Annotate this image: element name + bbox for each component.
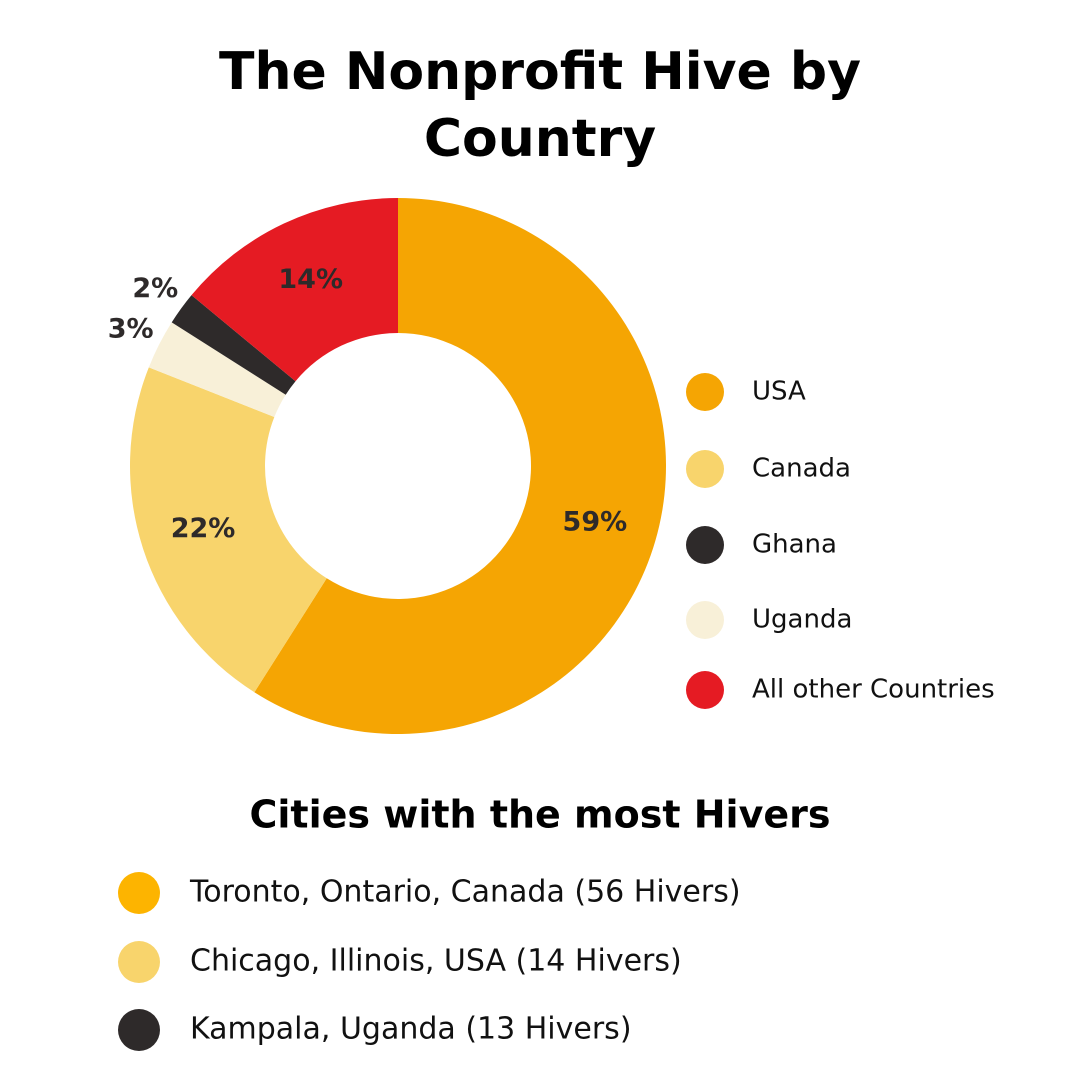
donut-slice (254, 198, 666, 735)
city-label: Chicago, Illinois, USA (14 Hivers) (190, 944, 682, 979)
slice-label: 14% (278, 264, 343, 295)
legend-swatch (686, 526, 724, 564)
city-bullet (118, 1009, 160, 1051)
legend-swatch (686, 671, 724, 709)
legend-swatch (686, 601, 724, 639)
legend-label: Uganda (752, 605, 852, 635)
donut-slice (130, 367, 327, 693)
slice-label: 3% (108, 313, 154, 344)
legend-label: All other Countries (752, 675, 995, 705)
legend-label: USA (752, 377, 806, 407)
slice-label: 2% (132, 273, 178, 304)
chart-title: The Nonprofit Hive by Country (219, 42, 861, 169)
donut-slice (171, 295, 296, 395)
legend-swatch (686, 450, 724, 488)
slice-label: 22% (171, 513, 236, 544)
legend-swatch (686, 373, 724, 411)
slice-label: 59% (563, 507, 628, 538)
city-bullet (118, 872, 160, 914)
city-label: Toronto, Ontario, Canada (56 Hivers) (189, 875, 741, 910)
legend-label: Canada (752, 454, 851, 484)
donut-slice (148, 322, 286, 418)
city-bullet (118, 941, 160, 983)
donut-slice (191, 198, 398, 382)
city-label: Kampala, Uganda (13 Hivers) (190, 1012, 632, 1047)
cities-title: Cities with the most Hivers (250, 793, 831, 837)
legend-label: Ghana (752, 530, 837, 560)
